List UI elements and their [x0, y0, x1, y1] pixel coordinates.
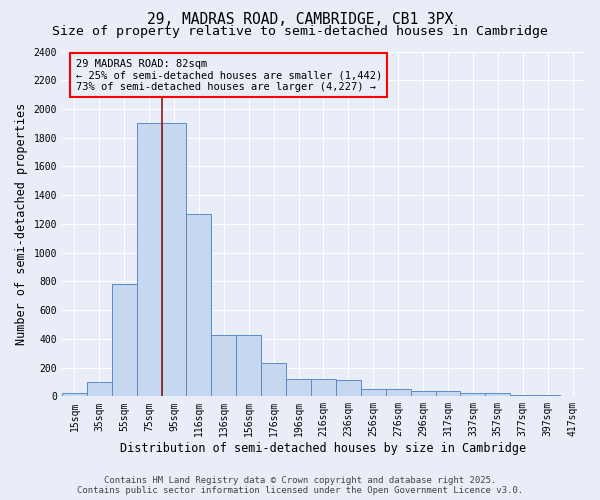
- Bar: [137, 124, 161, 396]
- Bar: [187, 214, 211, 396]
- Bar: [410, 392, 436, 396]
- X-axis label: Distribution of semi-detached houses by size in Cambridge: Distribution of semi-detached houses by …: [121, 442, 527, 455]
- Bar: [236, 334, 261, 396]
- Text: Size of property relative to semi-detached houses in Cambridge: Size of property relative to semi-detach…: [52, 25, 548, 38]
- Bar: [535, 395, 560, 396]
- Y-axis label: Number of semi-detached properties: Number of semi-detached properties: [15, 103, 28, 345]
- Text: Contains HM Land Registry data © Crown copyright and database right 2025.
Contai: Contains HM Land Registry data © Crown c…: [77, 476, 523, 495]
- Bar: [211, 334, 236, 396]
- Text: 29 MADRAS ROAD: 82sqm
← 25% of semi-detached houses are smaller (1,442)
73% of s: 29 MADRAS ROAD: 82sqm ← 25% of semi-deta…: [76, 58, 382, 92]
- Bar: [361, 389, 386, 396]
- Bar: [460, 394, 485, 396]
- Bar: [161, 124, 187, 396]
- Bar: [485, 394, 510, 396]
- Bar: [286, 379, 311, 396]
- Bar: [336, 380, 361, 396]
- Text: 29, MADRAS ROAD, CAMBRIDGE, CB1 3PX: 29, MADRAS ROAD, CAMBRIDGE, CB1 3PX: [147, 12, 453, 28]
- Bar: [436, 392, 460, 396]
- Bar: [311, 379, 336, 396]
- Bar: [87, 382, 112, 396]
- Bar: [386, 389, 410, 396]
- Bar: [112, 284, 137, 397]
- Bar: [62, 394, 87, 396]
- Bar: [261, 364, 286, 396]
- Bar: [510, 395, 535, 396]
